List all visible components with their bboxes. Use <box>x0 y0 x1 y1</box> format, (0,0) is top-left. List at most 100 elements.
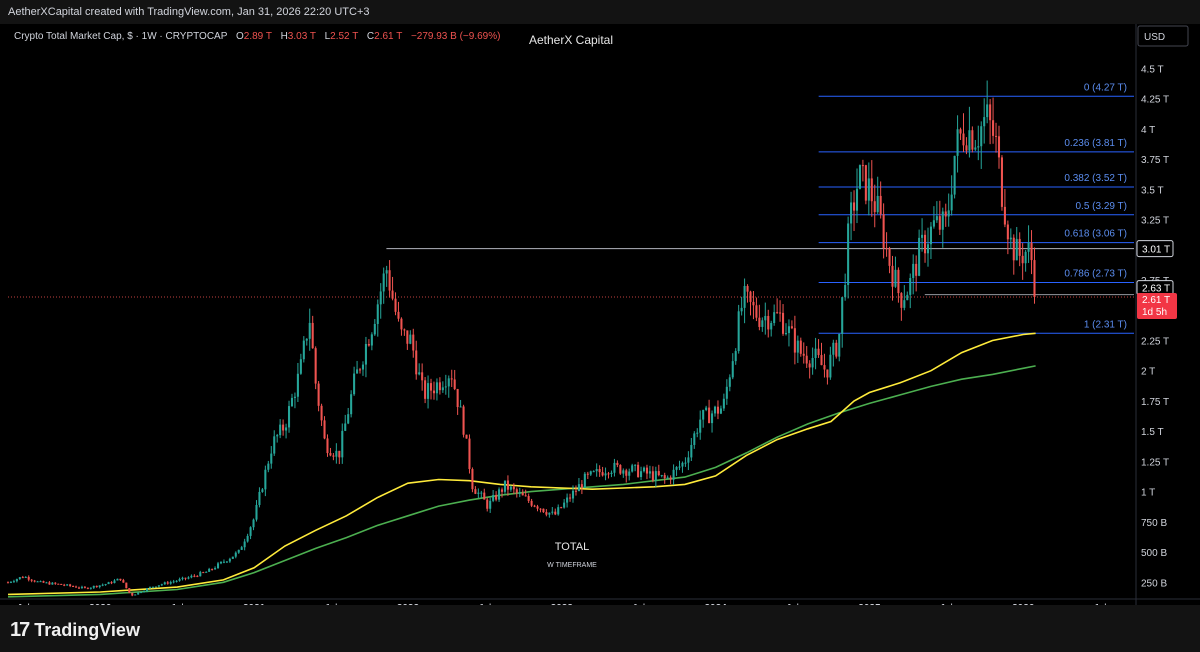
candle-body <box>95 585 98 588</box>
candle-body <box>997 136 1001 158</box>
candle-body <box>959 129 962 134</box>
y-tick-label: 3.75 T <box>1141 155 1169 166</box>
candle-body <box>616 462 619 466</box>
candle-body <box>261 489 264 492</box>
candle-body <box>373 323 376 335</box>
candle-body <box>151 586 154 588</box>
candle-body <box>456 389 459 408</box>
candle-body <box>725 386 728 399</box>
candle-body <box>231 556 234 559</box>
candle-body <box>216 563 220 569</box>
x-tick-label: 2026 <box>1012 603 1035 605</box>
tradingview-logo[interactable]: 17 TradingView <box>10 619 140 642</box>
candle-body <box>137 592 140 595</box>
candle-body <box>640 471 643 478</box>
price-axis[interactable]: 4.5 T4.25 T4 T3.75 T3.5 T3.25 T2.75 T2.2… <box>1136 65 1177 590</box>
candle-body <box>734 351 737 362</box>
candle-body <box>776 312 779 314</box>
legend: Crypto Total Market Cap, $ · 1W · CRYPTO… <box>14 31 500 42</box>
ma-green-line <box>7 365 1036 598</box>
candle-body <box>932 220 935 227</box>
candle-body <box>441 387 444 391</box>
candle-body <box>675 467 678 470</box>
candle-body <box>642 467 646 472</box>
attribution-text: AetherXCapital created with TradingView.… <box>8 6 370 18</box>
candle-body <box>536 506 539 509</box>
candle-body <box>160 584 163 586</box>
candle-body <box>21 577 24 579</box>
candle-body <box>24 576 27 578</box>
candle-body <box>503 480 507 492</box>
candle-body <box>832 342 835 355</box>
fib-level-label: 0 (4.27 T) <box>1084 82 1127 93</box>
candle-body <box>15 579 18 582</box>
candle-body <box>598 469 601 473</box>
candle-body <box>290 397 294 407</box>
candle-body <box>122 580 125 583</box>
currency-button[interactable]: USD <box>1137 25 1189 47</box>
candle-body <box>317 383 320 406</box>
candle-body <box>894 269 897 287</box>
x-tick-label: Jul <box>940 603 953 605</box>
candle-body <box>145 588 149 592</box>
candle-body <box>926 244 930 254</box>
candle-body <box>184 577 187 579</box>
candle-body <box>57 583 60 585</box>
candle-body <box>681 462 684 467</box>
candle-body <box>367 343 370 346</box>
candle-body <box>66 584 69 586</box>
candle-body <box>252 519 255 528</box>
candle-body <box>628 471 631 476</box>
x-tick-label: Jul <box>478 603 491 605</box>
candle-body <box>435 382 438 394</box>
candle-body <box>971 130 974 150</box>
candle-body <box>672 469 675 480</box>
candle-body <box>891 265 894 287</box>
candle-body <box>335 450 338 457</box>
horizontal-lines[interactable] <box>8 248 1134 298</box>
candle-body <box>80 586 83 588</box>
candle-body <box>219 561 223 564</box>
resistance-tag <box>1136 240 1174 258</box>
x-tick-label: 2021 <box>243 603 266 605</box>
candle-body <box>784 333 788 335</box>
candle-body <box>344 423 347 431</box>
candle-body <box>54 582 57 584</box>
candle-body <box>719 408 722 414</box>
candle-body <box>1027 242 1030 252</box>
candle-body <box>125 582 128 589</box>
y-tick-label: 4 T <box>1141 125 1155 136</box>
fib-retracement[interactable]: 0 (4.27 T) 0.236 (3.81 T) 0.382 (3.52 T) 0.… <box>818 82 1134 334</box>
candle-body <box>835 342 838 357</box>
candle-body <box>912 263 915 279</box>
candle-body <box>459 406 462 408</box>
candle-body <box>113 580 116 584</box>
candle-body <box>255 504 258 520</box>
candle-body <box>83 586 86 588</box>
candle-body <box>438 382 441 391</box>
countdown-label: 1d 5h <box>1142 307 1167 318</box>
legend-low-label: L <box>325 31 331 42</box>
candle-body <box>412 334 415 351</box>
candle-body <box>323 420 326 439</box>
candle-body <box>728 377 731 387</box>
candle-body <box>400 318 403 330</box>
candle-body <box>923 234 927 254</box>
candle-body <box>1024 251 1027 264</box>
y-tick-label: 1.25 T <box>1141 457 1169 468</box>
candle-body <box>607 473 610 475</box>
candle-body <box>314 348 317 384</box>
x-tick-label: Jul <box>1094 603 1107 605</box>
candle-body <box>935 216 938 221</box>
candle-body <box>471 469 474 490</box>
time-axis[interactable]: Jul 2020 Jul 2021 Jul 2022 Jul 2023 Jul 2024 Jul 20… <box>17 603 1107 605</box>
candle-body <box>829 354 832 378</box>
candle-body <box>805 355 808 364</box>
candle-body <box>855 188 859 211</box>
price-chart[interactable]: 0 (4.27 T) 0.236 (3.81 T) 0.382 (3.52 T) 0.… <box>0 24 1200 605</box>
candle-body <box>705 407 708 410</box>
candle-body <box>968 130 971 151</box>
attribution-bar: AetherXCapital created with TradingView.… <box>0 0 1200 24</box>
candle-body <box>571 490 575 499</box>
y-tick-label: 3.25 T <box>1141 216 1169 227</box>
